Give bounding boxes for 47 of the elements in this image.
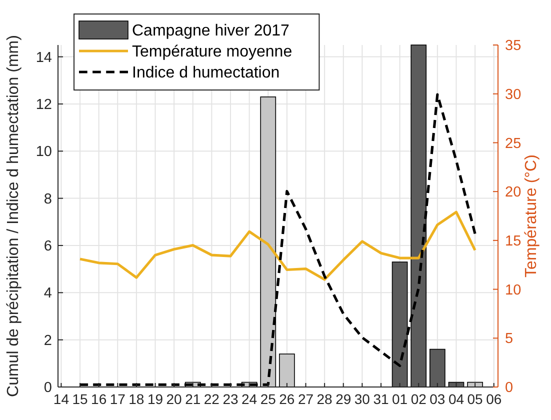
x-tick-label: 06 <box>486 391 502 407</box>
y2-tick-label: 25 <box>505 136 522 152</box>
y-tick-label: 2 <box>44 332 52 349</box>
y2-tick-label: 30 <box>505 86 522 103</box>
x-tick-label: 23 <box>222 391 238 407</box>
y-tick-label: 8 <box>44 191 52 208</box>
x-tick-label: 15 <box>72 391 88 407</box>
y-tick-label: 4 <box>44 286 52 302</box>
x-tick-label: 17 <box>110 391 126 407</box>
legend-label: Température moyenne <box>132 44 292 61</box>
y2-tick-label: 35 <box>505 38 522 54</box>
x-tick-label: 26 <box>279 391 295 407</box>
line-series <box>78 210 476 281</box>
y2-axis-title: Température (°C) <box>523 154 540 278</box>
x-tick-label: 20 <box>166 391 182 407</box>
x-tick-label: 02 <box>410 391 427 407</box>
y2-tick-label: 15 <box>505 234 522 250</box>
x-tick-label: 03 <box>430 391 446 407</box>
legend-label: Indice d humectation <box>132 64 280 82</box>
x-tick-label: 30 <box>354 391 370 407</box>
legend-label: Campagne hiver 2017 <box>132 22 290 40</box>
y-tick-label: 14 <box>36 50 52 66</box>
x-tick-label: 01 <box>392 391 408 407</box>
x-tick-label: 31 <box>373 391 389 407</box>
x-tick-label: 27 <box>298 391 314 407</box>
y-axis-title: Cumul de précipitation / Indice d humectation (mm) <box>5 35 22 397</box>
x-tick-label: 21 <box>185 391 201 407</box>
x-tick-label: 05 <box>467 391 484 407</box>
y2-tick-label: 10 <box>505 282 522 298</box>
x-tick-label: 28 <box>316 391 333 407</box>
y-tick-label: 6 <box>44 238 52 255</box>
x-tick-label: 04 <box>448 391 464 407</box>
x-tick-label: 18 <box>128 391 144 407</box>
y2-tick-label: 5 <box>505 331 514 348</box>
x-tick-label: 24 <box>242 391 258 407</box>
x-tick-label: 25 <box>260 391 276 407</box>
x-tick-label: 19 <box>147 391 164 407</box>
x-tick-label: 29 <box>336 391 352 407</box>
x-tick-label: 16 <box>91 391 107 407</box>
y2-tick-label: 20 <box>505 184 522 201</box>
bar <box>430 348 446 388</box>
x-tick-label: 22 <box>204 391 220 407</box>
y2-tick-label: 0 <box>505 380 514 396</box>
y-tick-label: 0 <box>44 380 52 396</box>
y-tick-label: 12 <box>36 97 52 114</box>
bar <box>279 354 295 388</box>
y-tick-label: 10 <box>36 144 52 160</box>
